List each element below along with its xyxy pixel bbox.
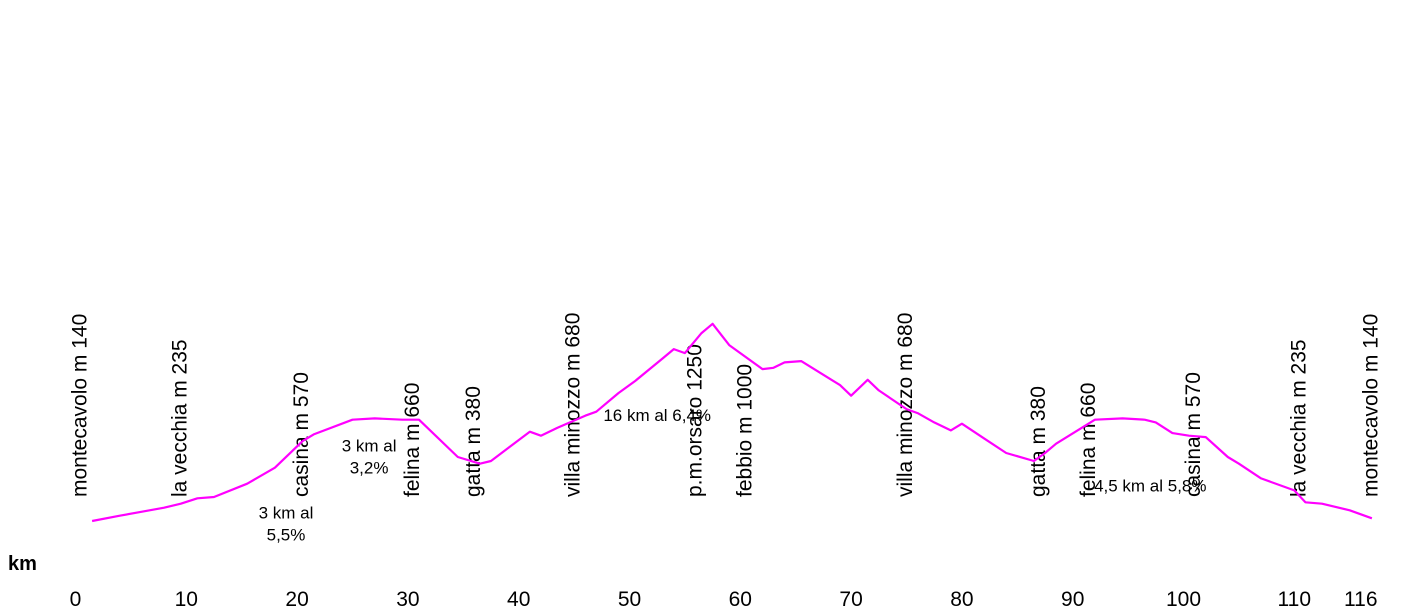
gradient-annotations: 3 km al 5,5% 3 km al 3,2% 16 km al 6,4% 4,5 k…: [259, 406, 1207, 544]
x-tick-label: 50: [618, 588, 641, 610]
x-tick-label: 40: [507, 588, 530, 610]
x-tick-label: 0: [70, 588, 82, 610]
gradient-annotation: 3 km al 3,2%: [342, 437, 397, 478]
elevation-profile-line: [91, 322, 1373, 523]
x-tick-label: 90: [1061, 588, 1084, 610]
gradient-annotation: 4,5 km al 5,8%: [1094, 477, 1206, 496]
place-label: montecavolo m 140: [1359, 314, 1382, 497]
place-labels: montecavolo m 140 la vecchia m 235 casina …: [69, 313, 1383, 497]
x-tick-label: 60: [729, 588, 752, 610]
place-label: felina m 660: [401, 383, 424, 497]
gradient-annotation-line: 3 km al: [342, 437, 397, 456]
place-label: la vecchia m 235: [1287, 339, 1310, 497]
x-tick-label: 10: [175, 588, 198, 610]
place-label: febbio m 1000: [733, 364, 756, 497]
gradient-annotation: 3 km al 5,5%: [259, 503, 314, 544]
place-label: felina m 660: [1077, 383, 1100, 497]
place-label: la vecchia m 235: [168, 339, 191, 497]
x-tick-label: 116: [1344, 588, 1377, 610]
x-tick-label: 20: [285, 588, 308, 610]
gradient-annotation-line: 16 km al 6,4%: [603, 406, 711, 425]
place-label: villa minozzo m 680: [562, 313, 585, 497]
gradient-annotation-line: 3,2%: [350, 459, 389, 478]
place-label: p.m.orsaro 1250: [684, 344, 707, 497]
place-label: montecavolo m 140: [69, 314, 92, 497]
place-label: casina m 570: [1182, 372, 1205, 497]
x-tick-label: 80: [950, 588, 973, 610]
gradient-annotation-line: 5,5%: [267, 525, 306, 544]
x-tick-label: 30: [396, 588, 419, 610]
x-tick-label: 110: [1278, 588, 1311, 610]
gradient-annotation-line: 3 km al: [259, 503, 314, 522]
x-tick-label: 70: [839, 588, 862, 610]
place-label: villa minozzo m 680: [894, 313, 917, 497]
x-axis-unit-label: km: [8, 553, 37, 575]
x-tick-labels: 0 10 20 30 40 50 60 70 80 90 100 110 116: [70, 588, 1378, 610]
x-tick-label: 100: [1166, 588, 1201, 610]
place-label: gatta m 380: [1027, 386, 1050, 497]
gradient-annotation: 16 km al 6,4%: [603, 406, 711, 425]
place-label: gatta m 380: [462, 386, 485, 497]
gradient-annotation-line: 4,5 km al 5,8%: [1094, 477, 1206, 496]
place-label: casina m 570: [290, 372, 313, 497]
